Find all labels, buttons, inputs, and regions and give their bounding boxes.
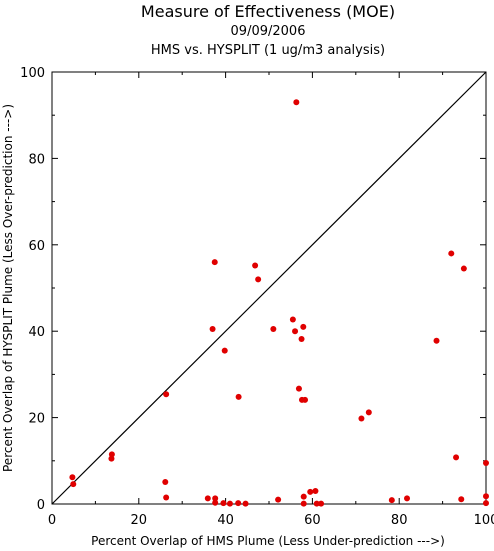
data-point: [242, 500, 249, 507]
data-point: [433, 337, 440, 344]
data-point: [275, 496, 282, 503]
data-point: [292, 328, 299, 335]
chart-title: Measure of Effectiveness (MOE): [141, 2, 395, 21]
data-point: [448, 250, 455, 257]
data-point: [69, 474, 76, 481]
data-point: [293, 99, 300, 106]
data-point: [255, 276, 262, 283]
data-point: [483, 459, 489, 466]
data-point: [388, 497, 395, 504]
y-tick-label: 20: [28, 412, 45, 427]
data-point: [108, 455, 115, 462]
data-point: [212, 495, 219, 502]
chart-date: 09/09/2006: [231, 24, 306, 39]
data-point: [458, 496, 465, 503]
data-point: [220, 500, 227, 507]
data-point: [318, 500, 325, 507]
y-tick-label: 40: [28, 325, 45, 340]
x-axis-label: Percent Overlap of HMS Plume (Less Under…: [91, 534, 445, 548]
x-tick-label: 80: [391, 513, 408, 528]
data-point: [209, 326, 216, 333]
data-point: [302, 396, 309, 403]
data-point: [404, 495, 411, 502]
data-point: [270, 326, 277, 333]
data-point: [295, 385, 302, 392]
data-point: [221, 347, 228, 354]
data-point: [235, 500, 242, 507]
data-point: [226, 500, 233, 507]
data-point: [289, 316, 296, 323]
chart-comparison-subtitle: HMS vs. HYSPLIT (1 ug/m3 analysis): [151, 43, 385, 58]
x-tick-label: 20: [131, 513, 148, 528]
data-point: [108, 451, 115, 458]
data-point: [211, 259, 218, 266]
y-tick-label: 100: [20, 66, 45, 81]
data-point: [212, 499, 219, 506]
data-point: [204, 495, 211, 502]
data-point: [307, 488, 314, 495]
data-point: [163, 391, 170, 398]
data-point: [70, 481, 77, 488]
data-point: [453, 454, 460, 461]
data-points: [69, 99, 489, 507]
y-tick-label: 80: [28, 152, 45, 167]
data-point: [365, 409, 372, 416]
axis-ticks: 0 20 40 60 80 100 0 20 40 60 80 100: [20, 66, 494, 528]
y-tick-label: 0: [37, 498, 45, 513]
data-point: [300, 493, 307, 500]
data-point: [163, 494, 170, 501]
data-point: [358, 415, 365, 422]
x-tick-label: 0: [48, 513, 56, 528]
x-tick-label: 60: [304, 513, 321, 528]
data-point: [298, 335, 305, 342]
data-point: [460, 265, 467, 272]
data-point: [162, 478, 169, 485]
y-axis-label: Percent Overlap of HYSPLIT Plume (Less O…: [1, 104, 15, 472]
data-point: [235, 393, 242, 400]
data-point: [312, 488, 319, 495]
data-point: [300, 500, 307, 507]
data-point: [252, 262, 259, 269]
y-tick-label: 60: [28, 239, 45, 254]
x-tick-label: 100: [474, 513, 494, 528]
data-point: [300, 323, 307, 330]
one-to-one-reference-line: [51, 71, 487, 505]
data-point: [483, 493, 489, 500]
data-point: [483, 500, 489, 507]
x-tick-label: 40: [217, 513, 234, 528]
data-point: [313, 500, 320, 507]
